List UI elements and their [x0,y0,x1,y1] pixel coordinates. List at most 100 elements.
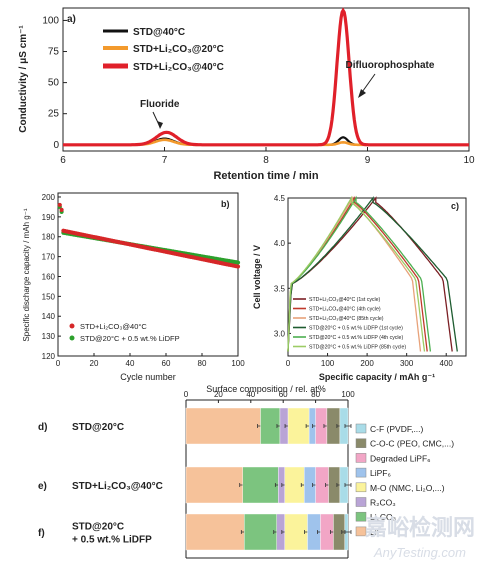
panel-c-legend-label: STD@20°C + 0.5 wt.% LiDFP (1st cycle) [309,326,403,332]
panel-def-x-title: Surface composition / rel. at% [206,384,326,394]
panel-def-x-tick-label: 40 [246,390,255,399]
panel-b-legend: STD+Li₂CO₃@40°C STD@20°C + 0.5 wt.% LiDF… [69,322,180,343]
legend-label-b-li2co3-40: STD+Li₂CO₃@40°C [80,322,147,331]
legend-marker-li2co3-40 [69,323,75,329]
panel-b-point [57,202,62,208]
panel-def-legend-label: Li₂CO₃ [370,512,396,522]
panel-def-legend-label: R₂CO₃ [370,498,396,508]
panel-c-y-title: Cell voltage / V [252,245,262,309]
legend-marker-lidfp [69,335,75,341]
panel-a-y-tick-label: 25 [48,109,60,120]
panel-b-x-tick-label: 80 [198,359,207,368]
panel-b-y-tick-label: 140 [42,312,56,321]
panel-def-row-label: + 0.5 wt.% LiDFP [72,535,152,546]
watermark: 嘉峪检测网 AnyTesting.com [365,515,475,560]
panel-def-bar-segment [244,513,277,551]
panel-c-x-tick-label: 200 [360,359,374,368]
panel-b-point [235,264,241,269]
panel-def-legend-swatch [355,438,367,448]
panel-a-legend: STD@40°C STD+Li₂CO₃@20°C STD+Li₂CO₃@40°C [103,27,224,73]
panel-b-y-tick-label: 160 [42,272,56,281]
panel-def-bar-segment [284,513,308,551]
panel-c-y-tick-label: 3.5 [274,284,286,293]
panel-b-point [59,207,64,212]
panel-a-x-title: Retention time / min [213,170,318,182]
panel-def-bar-segment [185,513,245,551]
panel-b-x-tick-label: 60 [162,359,171,368]
panel-def-legend-swatch [355,526,367,537]
panel-def-legend-swatch [355,482,367,493]
legend-label-li2co3-40: STD+Li₂CO₃@40°C [133,62,224,73]
panel-a-x-tick-label: 7 [162,155,168,166]
panel-a-x-tick-label: 6 [60,155,66,166]
panel-c-x-tick-label: 400 [440,359,454,368]
panel-b-y-tick-label: 190 [42,213,56,222]
watermark-url: AnyTesting.com [373,545,466,560]
panel-def-legend-label: C-O-C (PEO, CMC,...) [370,439,454,449]
panel-b-x-tick-label: 20 [90,359,99,368]
panel-def-x-tick-label: 60 [279,390,288,399]
panel-def-x-tick-label: 80 [311,390,320,399]
panel-b-axes: 0 20 40 60 80 100 120 130 140 150 160 170 180 190 200 [42,193,246,368]
panel-c-curve-5 [287,195,432,352]
panel-c-letter: c) [451,201,459,211]
panel-a-traces [63,7,469,147]
panel-def-x-tick-label: 100 [341,390,355,399]
panel-b-x-title: Cycle number [120,372,176,382]
annotation-fluoride: Fluoride [140,99,180,110]
panel-def-row-letter: d) [38,422,47,433]
panel-def-legend-swatch [355,497,367,507]
panel-a-y-tick-label: 75 [48,47,60,58]
panel-b-point [235,260,241,265]
panel-a-frame [62,7,470,152]
panel-def-legend-label: LiPF₆ [370,468,391,478]
panel-b-letter: b) [221,199,230,209]
panel-c-curve-4 [287,196,458,352]
panel-b-y-tick-label: 170 [42,253,56,262]
panel-def-legend-swatch [355,467,367,478]
panel-a-y-tick-label: 100 [42,15,59,26]
panel-c-x-tick-label: 100 [321,359,335,368]
panel-b-x-tick-label: 40 [126,359,135,368]
panel-c-x-tick-label: 0 [286,359,291,368]
panel-def-legend-label: Degraded LiPF₆ [370,453,431,463]
panel-c: c) 0 100 200 300 400 3.0 3.5 4.0 4.5 STD+Li₂CO₃@… [252,194,467,382]
panel-def-row-label: STD+Li₂CO₃@40°C [72,481,163,492]
annotation-difluorophosphate: Difluorophosphate [346,60,435,71]
panel-b-y-tick-label: 180 [42,233,56,242]
panel-def-bar-segment [185,466,243,504]
panel-a-y-tick-label: 0 [53,140,59,151]
panel-def-row-labels: d) STD@20°C e) STD+Li₂CO₃@40°C f) STD@20°C + 0… [38,422,163,546]
panel-c-y-tick-label: 4.0 [274,239,286,248]
panel-def-bars [185,407,352,551]
panel-c-frame [287,197,467,357]
panel-def-legend-label: C-F (PVDF,...) [370,424,424,434]
panel-c-curves [287,195,458,352]
panel-def-x-tick-label: 0 [184,390,189,399]
panel-b-points [57,202,241,269]
panel-a-x-tick-label: 9 [365,155,371,166]
panel-a-letter: a) [67,14,76,25]
panel-a-x-tick-label: 10 [463,155,475,166]
panel-b-x-tick-label: 100 [231,359,245,368]
panel-b-x-tick-label: 0 [56,359,61,368]
panel-c-y-tick-label: 3.0 [274,329,286,338]
panel-def-legend: C-F (PVDF,...) C-O-C (PEO, CMC,...) Degrad… [355,423,454,537]
panel-def-row-label: STD@20°C [72,522,124,533]
panel-def-legend-swatch [355,423,367,434]
watermark-text: 嘉峪检测网 [365,515,475,540]
panel-a-trace-3 [63,7,469,147]
panel-c-x-tick-label: 300 [400,359,414,368]
panel-c-legend: STD+Li₂CO₃@40°C (1st cycle) STD+Li₂CO₃@40… [293,297,406,351]
panel-c-curve-1 [287,196,453,352]
panel-def-bar-segment [185,407,261,445]
panel-a-y-title: Conductivity / μS cm⁻¹ [18,25,29,133]
panel-b-frame [57,192,239,357]
panel-a-x-tick-label: 8 [263,155,269,166]
annotation-fluoride-arrowhead [157,121,163,129]
panel-def-row-label: STD@20°C [72,422,124,433]
panel-b: b) 0 20 40 60 80 100 120 130 140 150 160 170 180 190 2… [22,192,246,382]
